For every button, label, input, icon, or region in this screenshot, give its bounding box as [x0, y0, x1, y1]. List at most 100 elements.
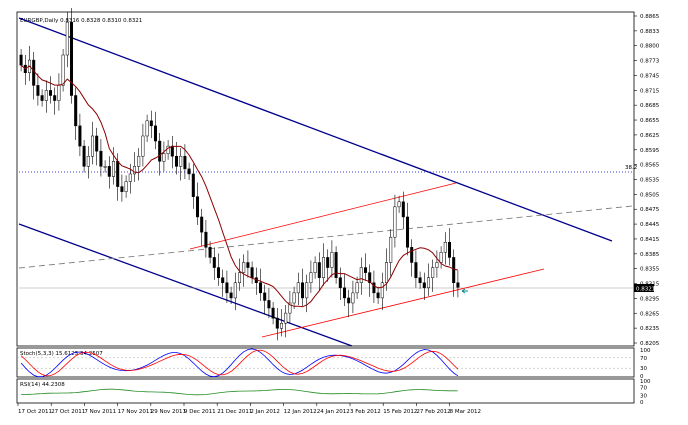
candle-body [229, 292, 233, 299]
candle-body [166, 145, 170, 154]
candle-body [128, 173, 132, 182]
price-tick-label: 0.8295 [640, 296, 660, 302]
stoch-main-line [20, 348, 459, 378]
grey-trend-line [18, 205, 633, 269]
candle-body [61, 54, 65, 86]
candle-body [380, 282, 384, 299]
rsi-line [21, 388, 458, 396]
candle-body [212, 257, 216, 268]
candle-body [439, 252, 443, 263]
candle-body [233, 282, 237, 299]
candle-body [158, 140, 162, 162]
candle-body [32, 59, 36, 86]
price-tick-label: 0.8415 [640, 237, 660, 243]
time-tick-label: 24 Jan 2012 [317, 409, 350, 415]
candle-body [418, 277, 422, 283]
time-tick-label: 3 Feb 2012 [350, 409, 381, 415]
price-tick-label: 0.8385 [640, 252, 660, 258]
candle-body [267, 300, 271, 309]
candle-body [162, 153, 166, 162]
channel-lower-line [18, 223, 353, 347]
candle-body [384, 262, 389, 283]
candle-body [149, 120, 153, 127]
candle-body [19, 54, 23, 66]
arrow-icon [461, 288, 468, 294]
stoch-tick-label: 100 [640, 348, 651, 354]
candle-body [111, 161, 116, 177]
time-tick-label: 2 Jan 2012 [250, 409, 279, 415]
time-tick-label: 8 Mar 2012 [450, 409, 481, 415]
candle-body [53, 95, 57, 101]
candle-body [431, 267, 435, 278]
candle-body [342, 287, 347, 299]
candle-body [321, 257, 326, 278]
candle-body [137, 155, 141, 167]
candle-body [296, 282, 300, 294]
candle-body [65, 21, 69, 56]
candle-body [242, 262, 246, 273]
price-badge: 0.8321 [636, 287, 655, 293]
candle-body [225, 282, 229, 294]
candle-body [208, 247, 212, 258]
price-tick-label: 0.8625 [640, 133, 660, 139]
candle-body [435, 262, 439, 268]
price-tick-label: 0.8833 [640, 29, 660, 35]
fib-level-label: 38.2 [625, 165, 637, 171]
candle-body [447, 242, 452, 258]
candle-body [410, 247, 414, 263]
candle-body [452, 257, 456, 283]
candle-body [145, 120, 149, 137]
rsi-tick-label: 30 [640, 394, 647, 400]
candle-body [401, 201, 405, 218]
stoch-tick-label: 0 [640, 374, 644, 380]
price-tick-label: 0.8205 [640, 341, 660, 347]
candle-body [284, 312, 288, 324]
candle-body [326, 257, 330, 268]
candle-body [86, 155, 90, 167]
candle-body [347, 297, 351, 304]
candle-body [300, 282, 305, 299]
candle-body [187, 168, 191, 175]
price-tick-label: 0.8445 [640, 222, 660, 228]
candle-body [74, 95, 78, 127]
candle-body [116, 161, 120, 187]
stoch-tick-label: 30 [640, 366, 647, 372]
candle-body [103, 166, 107, 168]
time-tick-label: 27 Oct 2011 [51, 409, 85, 415]
candle-body [279, 322, 284, 329]
candle-body [376, 292, 380, 299]
price-tick-label: 0.8265 [640, 311, 660, 317]
stoch-panel-frame [16, 347, 635, 378]
candle-body [170, 145, 174, 157]
candle-body [393, 206, 397, 238]
candle-body [200, 216, 204, 233]
price-badge-bg [634, 284, 654, 292]
symbol-header: EURGBP,Daily 0.8316 0.8328 0.8310 0.8321 [20, 18, 142, 24]
candle-body [237, 272, 242, 283]
price-tick-label: 0.8773 [640, 59, 660, 65]
price-tick-label: 0.8505 [640, 192, 660, 198]
price-axis: 0.8865 0.8833 0.8800 0.8773 0.8745 0.8715 0.86… [634, 14, 660, 347]
candle-body [221, 277, 225, 283]
candle-body [426, 277, 431, 289]
candle-body [90, 135, 95, 157]
price-tick-label: 0.8655 [640, 118, 660, 124]
candle-body [204, 231, 208, 248]
candle-body [216, 267, 221, 278]
candle-body [355, 282, 359, 294]
candle-body [99, 150, 103, 167]
time-tick-label: 12 Jan 2012 [284, 409, 317, 415]
time-tick-label: 17 Nov 2011 [118, 409, 153, 415]
candle-body [368, 272, 372, 283]
candle-body [275, 317, 279, 329]
price-tick-label: 0.8595 [640, 148, 660, 154]
red-channel-upper [189, 182, 457, 250]
candle-body [292, 292, 296, 304]
candle-body [132, 166, 137, 175]
price-tick-label: 0.8800 [640, 44, 660, 50]
candle-body [195, 196, 200, 218]
candle-body [305, 282, 309, 299]
price-tick-label: 0.8565 [640, 163, 660, 169]
candle-body [107, 166, 111, 177]
